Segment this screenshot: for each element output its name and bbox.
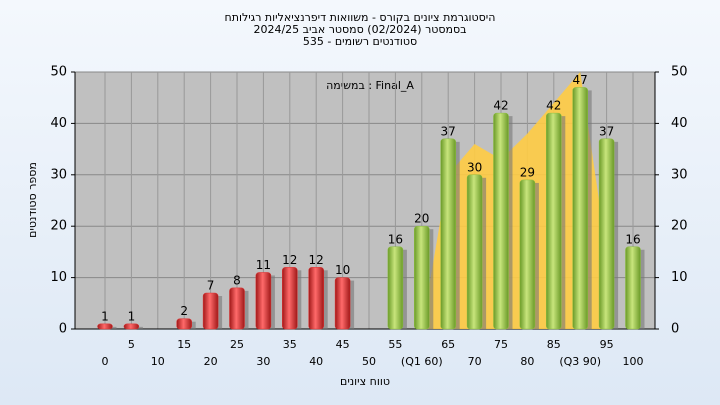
bar	[598, 138, 615, 330]
x-axis-label: טווח ציונים	[340, 375, 390, 388]
bar	[519, 179, 536, 330]
x-tick-label: 45	[336, 338, 350, 351]
value-label: 37	[599, 124, 614, 138]
y-axis-label: מספר סטודנטים	[26, 162, 39, 238]
y-tick-label: 30	[50, 167, 67, 182]
value-label: 37	[441, 124, 456, 138]
title-line: בסמסטר (02/2024) סמסטר אביב 2024/25	[253, 23, 466, 36]
x-tick-label: 55	[388, 338, 402, 351]
bar	[387, 246, 404, 330]
y2-tick-label: 0	[671, 322, 679, 337]
value-label: 42	[546, 99, 561, 113]
x-tick-label: 5	[128, 338, 135, 351]
y-tick-label: 0	[59, 322, 67, 337]
value-label: 10	[335, 263, 350, 277]
bar	[97, 323, 113, 330]
value-label: 30	[467, 160, 482, 174]
x-tick-label: 70	[468, 355, 482, 368]
x-tick-label: 15	[177, 338, 191, 351]
bar	[572, 87, 588, 330]
value-label: 1	[101, 309, 109, 323]
value-label: 8	[233, 273, 241, 287]
value-label: 1	[128, 309, 136, 323]
value-label: 47	[573, 73, 588, 87]
value-label: 42	[493, 99, 508, 113]
bar	[308, 267, 324, 330]
value-label: 12	[309, 253, 324, 267]
y2-tick-label: 40	[671, 116, 688, 131]
x-tick-label: 10	[151, 355, 165, 368]
x-tick-label: 75	[494, 338, 508, 351]
title-line: 535 - סטודנטים רשומים	[303, 35, 417, 48]
x-tick-label: 65	[441, 338, 455, 351]
bar	[334, 277, 351, 330]
bar	[229, 287, 245, 330]
value-label: 2	[180, 304, 188, 318]
value-label: 7	[207, 279, 215, 293]
bar	[123, 323, 140, 330]
bar	[466, 174, 483, 330]
y2-tick-label: 10	[671, 270, 688, 285]
x-tick-label: 35	[283, 338, 297, 351]
x-tick-label: 20	[204, 355, 218, 368]
x-tick-label: 95	[600, 338, 614, 351]
bar	[440, 138, 456, 330]
x-tick-label: 0	[102, 355, 109, 368]
y-tick-label: 20	[50, 219, 67, 234]
bar	[255, 272, 272, 330]
y2-tick-label: 20	[671, 219, 688, 234]
value-label: 29	[520, 165, 535, 179]
bar	[546, 112, 562, 330]
y2-tick-label: 50	[671, 65, 688, 80]
bar	[282, 267, 298, 330]
annotation: במשימה : Final_A	[326, 79, 414, 92]
y-tick-label: 40	[50, 116, 67, 131]
bar	[414, 225, 430, 330]
x-tick-label: 30	[256, 355, 270, 368]
value-label: 16	[388, 232, 403, 246]
bar	[202, 292, 219, 330]
y2-tick-label: 30	[671, 167, 688, 182]
x-tick-label: 80	[520, 355, 534, 368]
bar	[493, 112, 509, 330]
x-tick-label: (Q1 60)	[401, 355, 443, 368]
x-tick-label: 85	[547, 338, 561, 351]
x-tick-label: 40	[309, 355, 323, 368]
y-tick-label: 10	[50, 270, 67, 285]
x-tick-label: 25	[230, 338, 244, 351]
bar	[176, 318, 192, 330]
x-tick-label: 50	[362, 355, 376, 368]
title-line: היסטוגרמת ציונים בקורס - משוואות דיפרנצי…	[225, 11, 496, 24]
bar	[625, 246, 641, 330]
x-tick-label: 100	[623, 355, 644, 368]
value-label: 11	[256, 258, 271, 272]
value-label: 20	[414, 212, 429, 226]
value-label: 16	[625, 232, 640, 246]
x-tick-label: (Q3 90)	[559, 355, 601, 368]
y-tick-label: 50	[50, 65, 67, 80]
value-label: 12	[282, 253, 297, 267]
